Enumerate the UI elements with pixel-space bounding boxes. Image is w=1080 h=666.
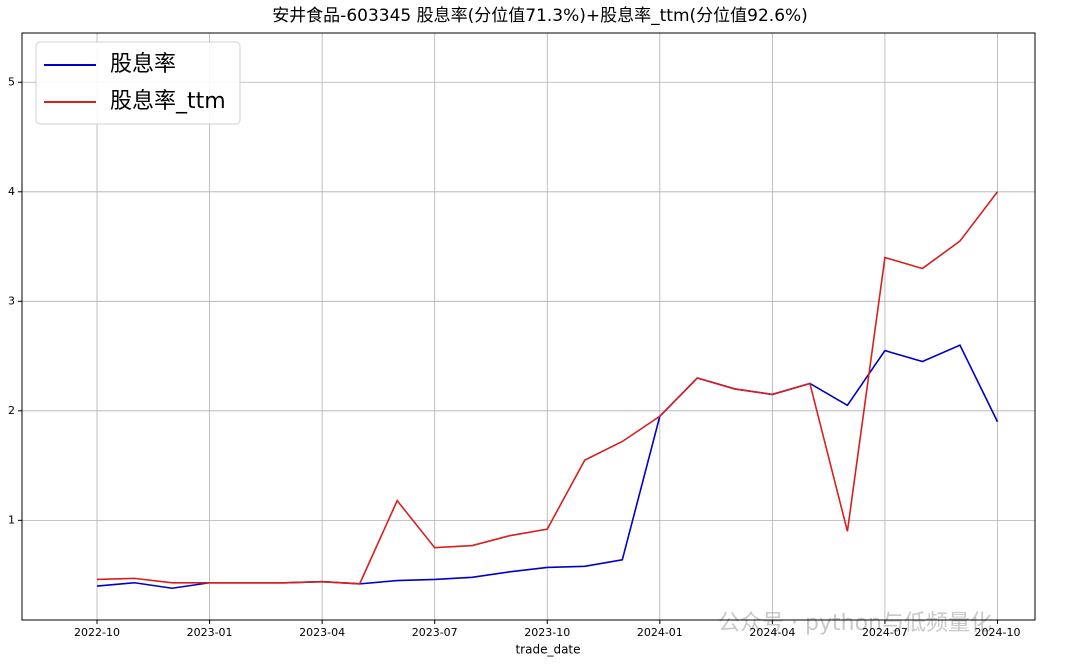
series-line	[97, 191, 999, 585]
legend-label: 股息率_ttm	[110, 89, 226, 114]
y-tick-label: 4	[8, 185, 15, 198]
x-tick-label: 2023-04	[299, 626, 345, 639]
x-tick-label: 2023-07	[412, 626, 458, 639]
x-tick-label: 2024-04	[749, 626, 795, 639]
legend-box	[35, 41, 241, 125]
x-tick-label: 2024-10	[974, 626, 1020, 639]
chart-title: 安井食品-603345 股息率(分位值71.3%)+股息率_ttm(分位值92.…	[272, 6, 808, 26]
x-axis-label: trade_date	[515, 643, 580, 657]
legend-label: 股息率	[110, 52, 176, 77]
y-tick-label: 5	[8, 75, 15, 88]
y-tick-label: 3	[8, 294, 15, 307]
y-tick-label: 2	[8, 404, 15, 417]
x-tick-label: 2024-01	[637, 626, 683, 639]
watermark: 公众号 · python与低频量化	[718, 611, 992, 636]
plot-frame	[21, 32, 1036, 621]
x-tick-label: 2024-07	[862, 626, 908, 639]
x-tick-label: 2023-01	[187, 626, 233, 639]
y-tick-label: 1	[8, 513, 15, 526]
x-tick-label: 2022-10	[74, 626, 120, 639]
x-tick-label: 2023-10	[524, 626, 570, 639]
